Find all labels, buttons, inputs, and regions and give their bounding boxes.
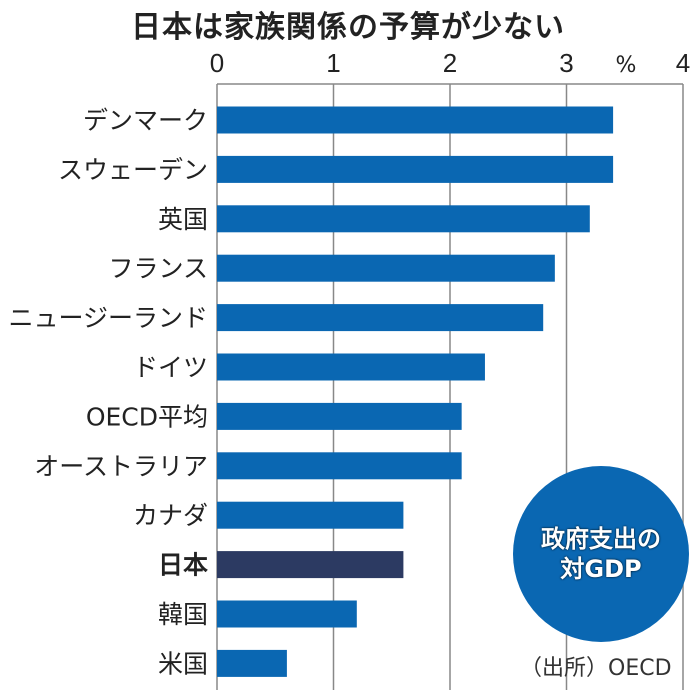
tick-label: 0 (210, 48, 224, 78)
category-label: フランス (108, 254, 208, 283)
bar (217, 155, 614, 183)
category-label: デンマーク (83, 106, 208, 135)
category-label: ドイツ (133, 353, 208, 382)
bar (217, 205, 590, 233)
badge-line: 対GDP (560, 555, 642, 583)
bar (217, 254, 555, 282)
badge-line: 政府支出の (541, 525, 661, 553)
source-note: （出所）OECD (520, 656, 672, 681)
tick-label: 2 (443, 48, 457, 78)
chart-title: 日本は家族関係の予算が少ない (131, 10, 565, 45)
bar (217, 402, 462, 430)
bar (217, 304, 544, 332)
bar (217, 501, 404, 529)
bar (217, 551, 404, 579)
category-label: ニュージーランド (8, 304, 208, 333)
bar (217, 353, 485, 381)
bar (217, 649, 287, 677)
category-label: OECD平均 (86, 402, 208, 431)
category-label: 日本 (158, 551, 208, 580)
category-label: スウェーデン (58, 155, 208, 184)
category-label: オーストラリア (34, 452, 208, 481)
tick-label: 1 (326, 48, 340, 78)
category-label: カナダ (133, 501, 208, 530)
category-label: 韓国 (158, 600, 208, 629)
measure-badge: 政府支出の 対GDP (513, 466, 689, 642)
category-label: 米国 (158, 649, 208, 678)
bar (217, 452, 462, 480)
unit-label: % (616, 53, 637, 78)
bar (217, 600, 357, 628)
tick-label: 4 (676, 48, 690, 78)
tick-label: 3 (559, 48, 573, 78)
bar (217, 106, 614, 134)
category-label: 英国 (158, 205, 208, 234)
